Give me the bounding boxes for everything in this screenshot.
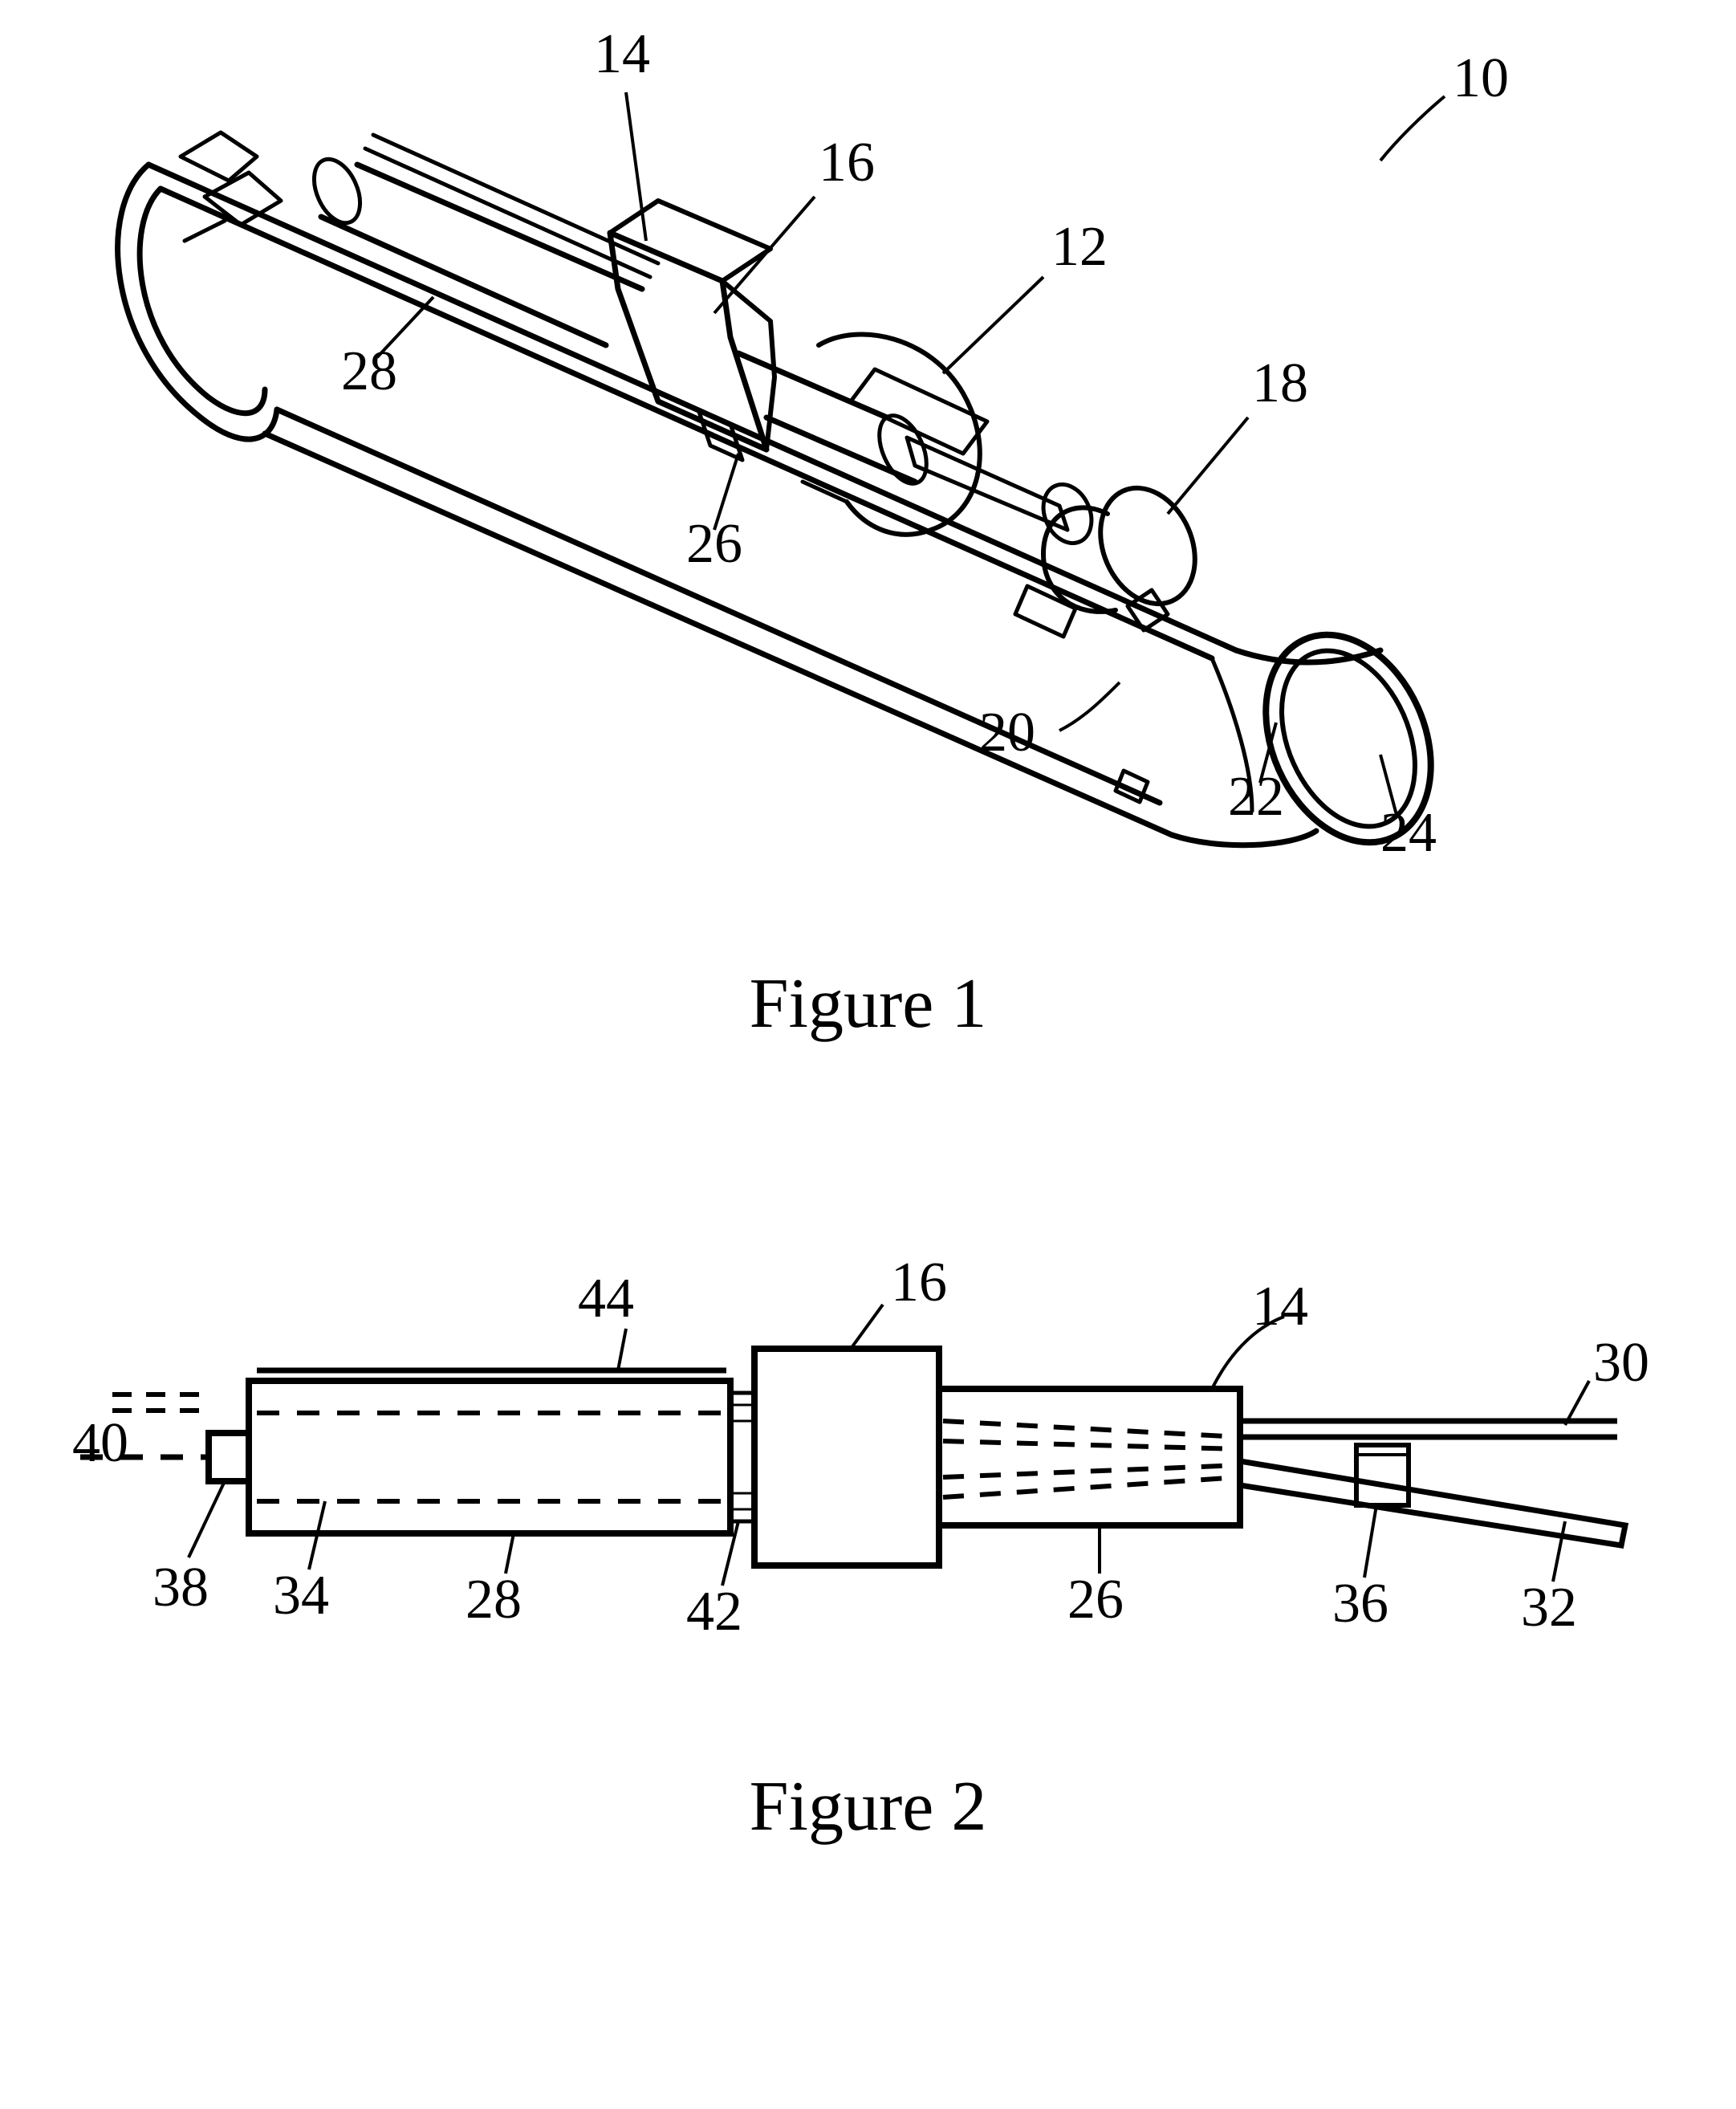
label-16b: 16	[891, 1252, 947, 1313]
label-34: 34	[273, 1565, 329, 1627]
figure-2-labels: 44 16 14 30 40 38 34 28 42 26 36 32	[72, 1252, 1649, 1643]
label-36: 36	[1332, 1573, 1388, 1635]
label-14b: 14	[1252, 1276, 1308, 1337]
label-30: 30	[1593, 1332, 1649, 1394]
label-28b: 28	[466, 1569, 522, 1631]
label-40: 40	[72, 1412, 128, 1474]
label-26b: 26	[1067, 1569, 1124, 1631]
label-42: 42	[686, 1581, 742, 1643]
label-38: 38	[152, 1557, 209, 1618]
label-32: 32	[1521, 1577, 1577, 1639]
figure-2-caption: Figure 2	[0, 1766, 1736, 1847]
label-44: 44	[578, 1268, 634, 1329]
